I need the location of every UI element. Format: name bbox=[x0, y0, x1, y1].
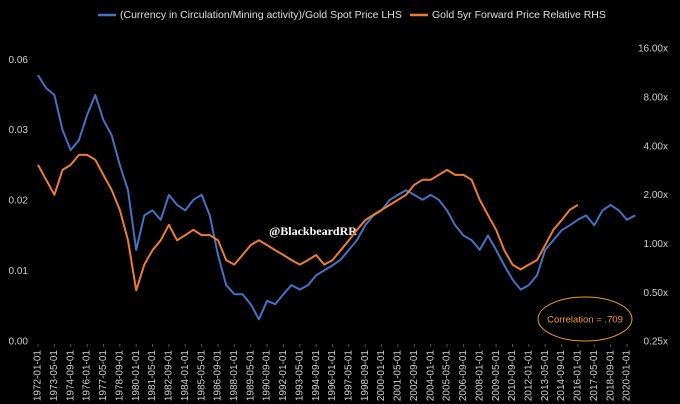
watermark: @BlackbeardRR bbox=[269, 224, 357, 238]
x-tick-label: 1989-05-01 bbox=[245, 350, 256, 402]
x-tick-label: 2004-01-01 bbox=[425, 350, 436, 402]
x-tick-label: 1992-01-01 bbox=[278, 350, 289, 402]
x-tick-label: 1973-05-01 bbox=[49, 350, 60, 402]
x-tick-label: 1974-09-01 bbox=[65, 350, 76, 402]
x-tick-label: 2005-05-01 bbox=[442, 350, 453, 402]
x-tick-label: 1982-09-01 bbox=[164, 350, 175, 402]
x-tick-label: 1976-01-01 bbox=[82, 350, 93, 402]
x-tick-label: 1972-01-01 bbox=[33, 350, 44, 402]
y2-tick-label: 1.00x bbox=[644, 239, 668, 250]
x-tick-label: 1990-09-01 bbox=[262, 350, 273, 402]
x-tick-label: 1994-09-01 bbox=[311, 350, 322, 402]
x-tick-label: 1984-01-01 bbox=[180, 350, 191, 402]
y-tick-label: 0.02 bbox=[9, 196, 29, 207]
legend-label: Gold 5yr Forward Price Relative RHS bbox=[432, 9, 606, 21]
annotation-ellipse bbox=[537, 296, 633, 342]
y-tick-label: 0.03 bbox=[9, 125, 29, 136]
x-tick-label: 2006-09-01 bbox=[458, 350, 469, 402]
y2-tick-label: 2.00x bbox=[644, 190, 668, 201]
x-tick-label: 2014-09-01 bbox=[556, 350, 567, 402]
x-tick-label: 1997-05-01 bbox=[344, 350, 355, 402]
x-tick-label: 2013-05-01 bbox=[540, 350, 551, 402]
x-tick-label: 1985-05-01 bbox=[196, 350, 207, 402]
x-tick-label: 2012-01-01 bbox=[523, 350, 534, 402]
correlation-note: Correlation = .709 bbox=[547, 315, 623, 326]
y-tick-label: 0.01 bbox=[9, 266, 29, 277]
y2-tick-label: 0.25x bbox=[644, 337, 668, 348]
x-tick-label: 2000-01-01 bbox=[376, 350, 387, 402]
x-tick-label: 1996-01-01 bbox=[327, 350, 338, 402]
x-tick-label: 2008-01-01 bbox=[474, 350, 485, 402]
x-tick-label: 2020-01-01 bbox=[622, 350, 633, 402]
x-tick-label: 1977-05-01 bbox=[98, 350, 109, 402]
x-tick-label: 2018-09-01 bbox=[605, 350, 616, 402]
x-tick-label: 2001-05-01 bbox=[393, 350, 404, 402]
y2-tick-label: 8.00x bbox=[644, 93, 668, 104]
x-tick-label: 1998-09-01 bbox=[360, 350, 371, 402]
x-tick-label: 1981-05-01 bbox=[147, 350, 158, 402]
x-tick-label: 1988-01-01 bbox=[229, 350, 240, 402]
series-line bbox=[37, 74, 636, 321]
y2-tick-label: 4.00x bbox=[644, 141, 668, 152]
x-tick-label: 2016-01-01 bbox=[573, 350, 584, 402]
x-tick-label: 1978-09-01 bbox=[114, 350, 125, 402]
legend-label: (Currency in Circulation/Mining activity… bbox=[120, 9, 402, 21]
series-line bbox=[37, 153, 579, 292]
x-tick-label: 2002-09-01 bbox=[409, 350, 420, 402]
x-tick-label: 2017-05-01 bbox=[589, 350, 600, 402]
x-tick-label: 1986-09-01 bbox=[213, 350, 224, 402]
x-tick-label: 2010-09-01 bbox=[507, 350, 518, 402]
y-tick-label: 0.06 bbox=[9, 55, 29, 66]
y-tick-label: 0.00 bbox=[9, 337, 29, 348]
x-tick-label: 1980-01-01 bbox=[131, 350, 142, 402]
x-tick-label: 2009-05-01 bbox=[491, 350, 502, 402]
y2-tick-label: 16.00x bbox=[638, 44, 668, 55]
x-tick-label: 1993-05-01 bbox=[294, 350, 305, 402]
y2-tick-label: 0.50x bbox=[644, 288, 668, 299]
